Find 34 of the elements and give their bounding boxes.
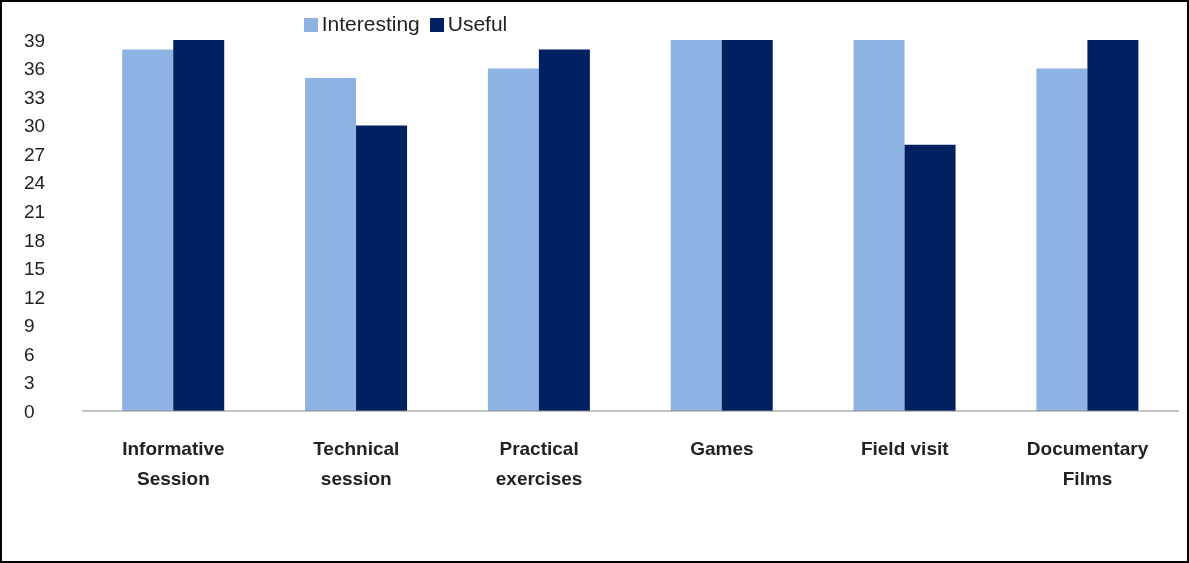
- y-tick-label: 39: [24, 29, 46, 51]
- y-tick-label: 33: [24, 86, 46, 108]
- y-tick-label: 27: [24, 143, 46, 165]
- bar: [853, 40, 905, 411]
- y-tick-label: 18: [24, 229, 46, 251]
- y-tick-label: 30: [24, 115, 46, 137]
- x-tick-label: Documentary Films: [1026, 438, 1149, 489]
- y-tick-label: 12: [24, 286, 46, 308]
- bar: [904, 144, 956, 411]
- bar: [1087, 40, 1139, 411]
- y-tick-label: 3: [24, 372, 35, 394]
- bar: [122, 49, 174, 411]
- x-tick-label: Technical session: [313, 438, 400, 489]
- bar: [1036, 68, 1088, 411]
- y-tick-label: 15: [24, 258, 46, 280]
- bar: [721, 40, 773, 411]
- bar: [487, 68, 539, 411]
- y-tick-label: 6: [24, 343, 35, 365]
- x-tick-label: Practical exercises: [495, 438, 583, 489]
- y-tick-label: 24: [24, 172, 46, 194]
- y-tick-label: 0: [24, 400, 35, 422]
- y-tick-label: 9: [24, 315, 35, 337]
- x-tick-label: Informative Session: [122, 438, 225, 489]
- bar: [173, 40, 225, 411]
- y-tick-label: 21: [24, 200, 46, 222]
- bar: [538, 49, 590, 411]
- bar: [670, 40, 722, 411]
- x-tick-label: Field visit: [860, 438, 950, 459]
- bar: [356, 125, 408, 411]
- x-tick-label: Games: [690, 438, 754, 459]
- legend-label: Useful: [447, 12, 508, 35]
- bar: [305, 78, 357, 411]
- y-tick-label: 36: [24, 58, 46, 80]
- legend-label: Interesting: [321, 12, 420, 35]
